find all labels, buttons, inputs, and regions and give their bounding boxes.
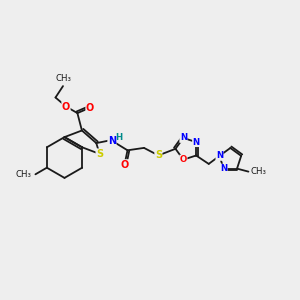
Text: O: O [86, 103, 94, 113]
Text: CH₃: CH₃ [16, 170, 32, 179]
Text: N: N [216, 152, 223, 160]
Text: N: N [108, 136, 116, 146]
Text: H: H [116, 133, 123, 142]
Text: O: O [62, 101, 70, 112]
Text: CH₃: CH₃ [251, 167, 267, 176]
Text: N: N [193, 138, 200, 147]
Text: O: O [180, 155, 187, 164]
Text: N: N [220, 164, 227, 173]
Text: S: S [96, 149, 103, 159]
Text: CH₃: CH₃ [55, 74, 71, 83]
Text: N: N [180, 134, 187, 142]
Text: O: O [120, 160, 129, 170]
Text: S: S [155, 150, 162, 161]
